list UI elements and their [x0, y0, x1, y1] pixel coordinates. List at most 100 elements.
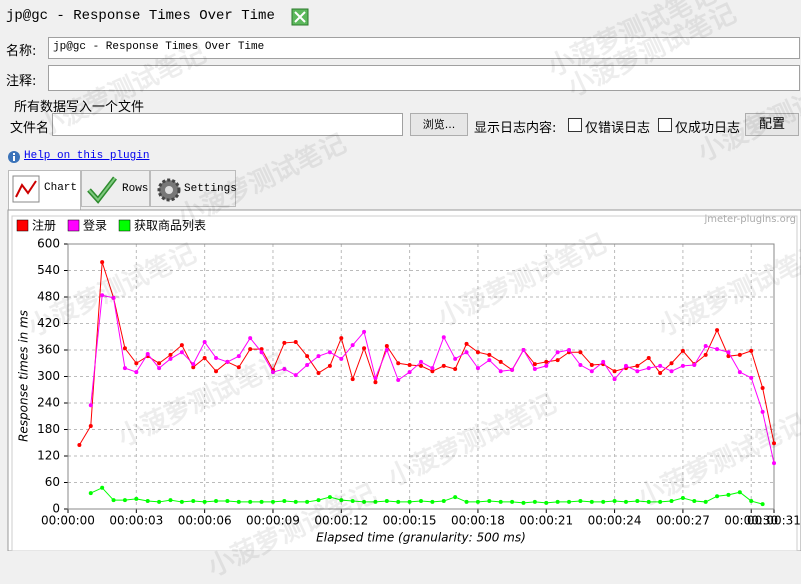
data-point — [692, 499, 697, 504]
data-point — [407, 499, 412, 504]
legend-swatch — [67, 219, 80, 232]
data-point — [521, 348, 526, 352]
data-point — [168, 352, 173, 357]
data-point — [134, 361, 139, 366]
rows-tab[interactable]: Rows — [81, 170, 150, 207]
data-point — [236, 354, 241, 359]
data-point — [225, 499, 230, 504]
name-input[interactable]: jp@gc - Response Times Over Time — [48, 37, 800, 59]
data-point — [635, 369, 640, 374]
data-point — [589, 369, 594, 374]
data-point — [88, 491, 93, 496]
data-point — [726, 492, 731, 497]
data-point — [498, 369, 503, 374]
data-point — [737, 490, 742, 495]
data-point — [612, 377, 617, 382]
tab-label: Chart — [44, 182, 78, 194]
data-point — [567, 348, 572, 352]
data-point — [532, 366, 537, 371]
y-tick-label: 420 — [37, 316, 60, 330]
page: jp@gc - Response Times Over Time 名称: jp@… — [6, 0, 801, 583]
data-point — [578, 350, 583, 355]
data-point — [567, 499, 572, 504]
help-link[interactable]: Help on this plugin — [24, 150, 150, 162]
expand-icon[interactable] — [290, 7, 310, 27]
data-point — [122, 498, 127, 503]
data-point — [282, 499, 287, 504]
data-point — [555, 499, 560, 504]
settings-tab[interactable]: Settings — [150, 170, 237, 207]
data-point — [772, 441, 776, 446]
y-tick-label: 300 — [37, 369, 60, 383]
data-point — [555, 350, 560, 355]
data-point — [168, 356, 173, 361]
x-tick-label: 00:00:12 — [314, 514, 368, 528]
data-point — [669, 361, 674, 366]
y-tick-label: 600 — [37, 237, 60, 251]
data-point — [749, 499, 754, 504]
y-tick-label: 240 — [37, 396, 60, 410]
data-point — [373, 380, 378, 385]
settings-icon — [157, 178, 181, 202]
data-point — [453, 495, 458, 500]
data-point — [555, 358, 560, 363]
success-checkbox[interactable] — [658, 118, 672, 132]
data-point — [487, 352, 492, 357]
y-tick-label: 480 — [37, 290, 60, 304]
data-point — [350, 343, 355, 348]
series-line — [78, 261, 775, 446]
file-input[interactable] — [52, 113, 403, 136]
rows-icon — [87, 176, 117, 204]
data-point — [772, 461, 776, 466]
data-point — [293, 499, 298, 504]
y-tick-label: 540 — [37, 263, 60, 277]
configure-button[interactable]: 配置 — [745, 113, 799, 136]
data-point — [703, 499, 708, 504]
data-point — [191, 499, 196, 504]
data-point — [464, 350, 469, 355]
data-point — [544, 363, 549, 368]
data-point — [760, 385, 765, 390]
file-label: 文件名 — [10, 121, 50, 136]
success-label: 仅成功日志 — [675, 121, 741, 136]
data-point — [191, 365, 196, 370]
data-point — [680, 363, 685, 368]
comment-input[interactable] — [48, 65, 800, 91]
data-point — [145, 499, 150, 504]
data-point — [726, 350, 731, 355]
data-point — [510, 367, 515, 372]
data-point — [248, 347, 253, 352]
data-point — [430, 369, 435, 374]
data-point — [100, 293, 105, 298]
data-point — [305, 363, 310, 368]
data-point — [737, 370, 742, 375]
browse-button[interactable]: 浏览... — [410, 113, 468, 136]
name-label: 名称: — [6, 44, 37, 59]
data-point — [612, 499, 617, 504]
data-point — [179, 499, 184, 504]
data-point — [259, 499, 264, 504]
data-point — [396, 499, 401, 504]
data-point — [453, 366, 458, 371]
data-point — [157, 499, 162, 504]
data-point — [475, 366, 480, 371]
data-point — [623, 363, 628, 368]
data-point — [327, 363, 332, 368]
data-point — [441, 363, 446, 368]
errors-checkbox[interactable] — [568, 118, 582, 132]
data-point — [236, 365, 241, 370]
data-point — [259, 347, 264, 352]
data-point — [760, 502, 765, 507]
chart-tab[interactable]: Chart — [8, 170, 81, 211]
data-point — [419, 499, 423, 504]
data-point — [168, 498, 173, 503]
legend-swatch — [118, 219, 131, 232]
data-point — [88, 403, 93, 408]
data-point — [362, 329, 367, 334]
data-point — [202, 340, 207, 345]
legend-label: 注册 — [32, 218, 56, 233]
info-icon — [8, 151, 20, 163]
legend-label: 登录 — [83, 218, 107, 233]
data-point — [100, 260, 105, 265]
data-point — [726, 354, 731, 359]
